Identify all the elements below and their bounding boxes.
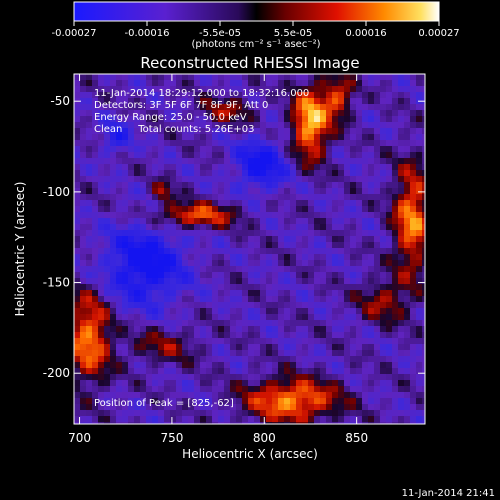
colorbar-tick-label: -5.5e-05 bbox=[199, 28, 241, 39]
colorbar-gradient bbox=[73, 1, 440, 22]
footer-timestamp: 11-Jan-2014 21:41 bbox=[402, 488, 495, 499]
colorbar-tick-label: 5.5e-05 bbox=[274, 28, 312, 39]
y-tick-label: -200 bbox=[43, 366, 70, 380]
colorbar-tick-label: 0.00027 bbox=[418, 28, 459, 39]
x-axis-label: Heliocentric X (arcsec) bbox=[182, 447, 318, 461]
x-tick-label: 700 bbox=[68, 431, 91, 445]
x-tick-label: 850 bbox=[345, 431, 368, 445]
colorbar: -0.00027 -0.00016 -5.5e-05 5.5e-05 0.00016 0.… bbox=[52, 1, 460, 50]
colorbar-tick-label: -0.00016 bbox=[125, 28, 170, 39]
colorbar-ticks: -0.00027 -0.00016 -5.5e-05 5.5e-05 0.00016 0.… bbox=[52, 21, 460, 39]
peak-position-annotation: Position of Peak = [825,-62] bbox=[94, 398, 234, 409]
time-range-annotation: 11-Jan-2014 18:29:12.000 to 18:32:16.000 bbox=[94, 88, 309, 99]
y-tick-label: -100 bbox=[43, 185, 70, 199]
x-tick-label: 800 bbox=[253, 431, 276, 445]
y-tick-label: -50 bbox=[50, 94, 70, 108]
y-tick-label: -150 bbox=[43, 276, 70, 290]
heatmap-area bbox=[73, 73, 426, 425]
chart-title: Reconstructed RHESSI Image bbox=[140, 54, 359, 72]
colorbar-tick-label: -0.00027 bbox=[52, 28, 97, 39]
colorbar-tick-label: 0.00016 bbox=[345, 28, 386, 39]
counts-annotation: Clean Total counts: 5.26E+03 bbox=[94, 124, 254, 135]
heatmap-cells bbox=[74, 74, 425, 424]
y-axis-label: Heliocentric Y (arcsec) bbox=[13, 182, 27, 317]
plot-frame bbox=[73, 73, 426, 425]
energy-range-annotation: Energy Range: 25.0 - 50.0 keV bbox=[94, 112, 247, 123]
colorbar-unit-label: (photons cm⁻² s⁻¹ asec⁻²) bbox=[191, 39, 320, 50]
observation-info: 11-Jan-2014 18:29:12.000 to 18:32:16.000… bbox=[94, 88, 309, 135]
axis-ticks: 700 750 800 850 -50 -100 -150 -200 bbox=[43, 74, 425, 445]
detectors-annotation: Detectors: 3F 5F 6F 7F 8F 9F, Att 0 bbox=[94, 100, 268, 111]
x-tick-label: 750 bbox=[160, 431, 183, 445]
